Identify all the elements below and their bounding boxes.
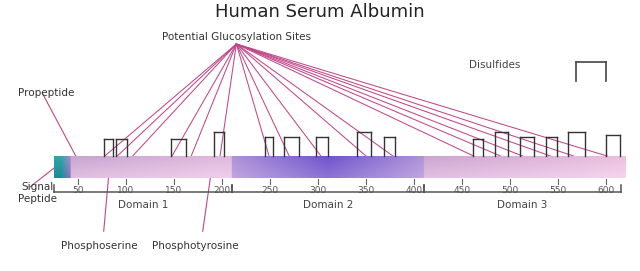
Text: 100: 100 [117,186,134,195]
Text: 600: 600 [598,186,615,195]
Text: Disulfides: Disulfides [468,60,520,70]
Text: 350: 350 [358,186,375,195]
Text: Propeptide: Propeptide [18,88,74,98]
Text: 150: 150 [165,186,182,195]
Text: Domain 1: Domain 1 [118,200,168,210]
Text: 200: 200 [213,186,230,195]
Title: Human Serum Albumin: Human Serum Albumin [215,3,425,21]
Text: 250: 250 [262,186,278,195]
Text: 50: 50 [72,186,83,195]
Text: 550: 550 [550,186,567,195]
Text: Domain 2: Domain 2 [303,200,353,210]
Text: Potential Glucosylation Sites: Potential Glucosylation Sites [162,32,311,42]
Text: 400: 400 [406,186,423,195]
Text: Phosphotyrosine: Phosphotyrosine [152,241,238,251]
Text: Phosphoserine: Phosphoserine [61,241,137,251]
Text: 300: 300 [310,186,326,195]
Text: Signal
Peptide: Signal Peptide [18,182,57,204]
Text: Domain 3: Domain 3 [497,200,547,210]
Text: 450: 450 [454,186,471,195]
Text: 500: 500 [502,186,519,195]
